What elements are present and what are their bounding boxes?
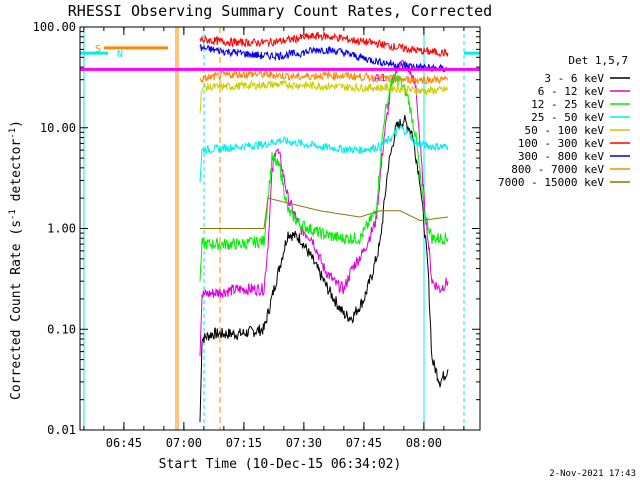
y-tick-label: 0.10 <box>47 322 76 336</box>
plot-frame <box>79 26 481 431</box>
series-line <box>199 73 449 282</box>
x-tick-label: 07:30 <box>286 436 322 450</box>
chart-title: RHESSI Observing Summary Count Rates, Co… <box>68 2 492 20</box>
legend-entry-label: 7000 - 15000 keV <box>498 176 604 189</box>
x-tick-label: 07:45 <box>346 436 382 450</box>
series-line <box>199 79 449 114</box>
n-flag-label: N <box>117 49 123 60</box>
series-line <box>199 44 449 73</box>
series-line <box>199 69 449 85</box>
legend-title: Det 1,5,7 <box>568 54 628 67</box>
legend-entry-label: 100 - 300 keV <box>518 137 604 150</box>
series-line <box>199 114 449 423</box>
series-line <box>199 31 449 58</box>
y-tick-label: 1.00 <box>47 222 76 236</box>
legend-entry-label: 50 - 100 keV <box>525 124 605 137</box>
legend-entry-label: 3 - 6 keV <box>544 72 604 85</box>
x-tick-label: 08:00 <box>406 436 442 450</box>
footer-date: 2-Nov-2021 17:43 <box>549 469 636 479</box>
x-tick-label: 07:15 <box>226 436 262 450</box>
x-axis-label: Start Time (10-Dec-15 06:34:02) <box>159 457 402 472</box>
legend-entry-label: 300 - 800 keV <box>518 150 604 163</box>
series-line <box>199 124 449 183</box>
y-tick-label: 10.00 <box>40 121 76 135</box>
a-flag-label: A1 <box>374 73 386 84</box>
x-tick-label: 07:00 <box>166 436 202 450</box>
s-flag-label: S <box>95 44 101 55</box>
x-tick-label: 06:45 <box>106 436 142 450</box>
series-line <box>199 59 449 357</box>
y-tick-label: 0.01 <box>47 423 76 437</box>
y-axis-label: Corrected Count Rate (s-1 detector-1) <box>8 120 24 400</box>
legend-entry-label: 25 - 50 keV <box>531 111 604 124</box>
series-line <box>200 197 449 229</box>
y-tick-label: 100.00 <box>33 20 76 34</box>
legend-entry-label: 12 - 25 keV <box>531 98 604 111</box>
legend-entry-label: 800 - 7000 keV <box>511 163 604 176</box>
legend-entry-label: 6 - 12 keV <box>538 85 605 98</box>
